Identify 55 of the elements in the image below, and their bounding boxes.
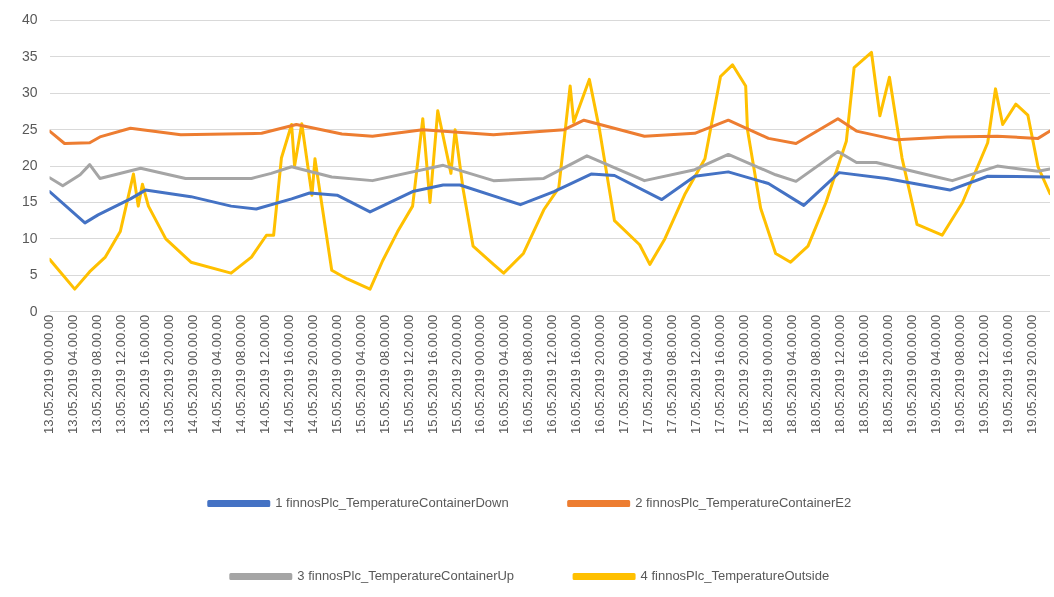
x-tick-label: 14.05.2019 12.00.00 [256, 314, 272, 434]
x-tick-label: 19.05.2019 04.00.00 [927, 314, 943, 434]
legend-label: 4 finnosPlc_TemperatureOutside [640, 568, 830, 584]
x-tick-label: 14.05.2019 00.00.00 [184, 314, 200, 434]
x-tick-label: 16.05.2019 04.00.00 [496, 314, 512, 434]
x-tick-label: 17.05.2019 04.00.00 [640, 314, 656, 434]
y-tick-label: 40 [21, 11, 38, 28]
legend-label: 3 finnosPlc_TemperatureContainerUp [297, 568, 515, 584]
x-tick-label: 19.05.2019 20.00.00 [1023, 314, 1039, 434]
x-tick-label: 14.05.2019 16.00.00 [280, 314, 296, 434]
x-tick-label: 18.05.2019 00.00.00 [760, 314, 776, 434]
x-tick-label: 13.05.2019 08.00.00 [89, 314, 105, 434]
x-tick-label: 13.05.2019 00.00.00 [41, 314, 57, 434]
x-tick-label: 19.05.2019 16.00.00 [999, 314, 1015, 434]
x-tick-label: 16.05.2019 12.00.00 [544, 314, 560, 434]
x-tick-label: 18.05.2019 12.00.00 [831, 314, 847, 434]
x-tick-label: 17.05.2019 12.00.00 [688, 314, 704, 434]
legend-label: 1 finnosPlc_TemperatureContainerDown [275, 495, 509, 511]
y-tick-label: 20 [21, 156, 38, 173]
x-tick-label: 13.05.2019 20.00.00 [160, 314, 176, 434]
x-tick-label: 14.05.2019 20.00.00 [304, 314, 320, 434]
x-tick-label: 18.05.2019 08.00.00 [807, 314, 823, 434]
x-tick-label: 17.05.2019 00.00.00 [616, 314, 632, 434]
x-tick-label: 15.05.2019 12.00.00 [400, 314, 416, 434]
x-tick-label: 14.05.2019 08.00.00 [232, 314, 248, 434]
x-tick-label: 13.05.2019 04.00.00 [65, 314, 81, 434]
y-tick-label: 0 [29, 302, 38, 319]
x-tick-label: 15.05.2019 04.00.00 [352, 314, 368, 434]
y-tick-label: 5 [29, 266, 38, 283]
y-tick-label: 30 [21, 84, 38, 101]
x-tick-label: 15.05.2019 16.00.00 [424, 314, 440, 434]
x-tick-label: 17.05.2019 08.00.00 [664, 314, 680, 434]
x-tick-label: 18.05.2019 20.00.00 [879, 314, 895, 434]
x-tick-label: 18.05.2019 04.00.00 [783, 314, 799, 434]
x-tick-label: 17.05.2019 20.00.00 [736, 314, 752, 434]
y-tick-label: 25 [21, 120, 38, 137]
x-tick-label: 13.05.2019 16.00.00 [137, 314, 152, 434]
x-tick-label: 15.05.2019 00.00.00 [328, 314, 344, 434]
y-tick-label: 15 [21, 193, 38, 210]
x-tick-label: 19.05.2019 08.00.00 [951, 314, 967, 434]
x-tick-label: 16.05.2019 16.00.00 [568, 314, 584, 434]
legend-label: 2 finnosPlc_TemperatureContainerE2 [635, 495, 852, 511]
x-tick-label: 18.05.2019 16.00.00 [855, 314, 871, 434]
x-tick-label: 17.05.2019 16.00.00 [712, 314, 728, 434]
x-tick-label: 15.05.2019 08.00.00 [376, 314, 392, 434]
y-tick-label: 35 [21, 47, 38, 64]
x-tick-label: 16.05.2019 08.00.00 [520, 314, 536, 434]
x-tick-label: 19.05.2019 00.00.00 [903, 314, 919, 434]
x-tick-label: 14.05.2019 04.00.00 [208, 314, 224, 434]
x-tick-label: 19.05.2019 12.00.00 [975, 314, 991, 434]
x-tick-label: 16.05.2019 20.00.00 [592, 314, 608, 434]
x-tick-label: 16.05.2019 00.00.00 [472, 314, 488, 434]
x-tick-label: 13.05.2019 12.00.00 [113, 314, 129, 434]
y-tick-label: 10 [21, 229, 38, 246]
x-tick-label: 15.05.2019 20.00.00 [448, 314, 464, 434]
